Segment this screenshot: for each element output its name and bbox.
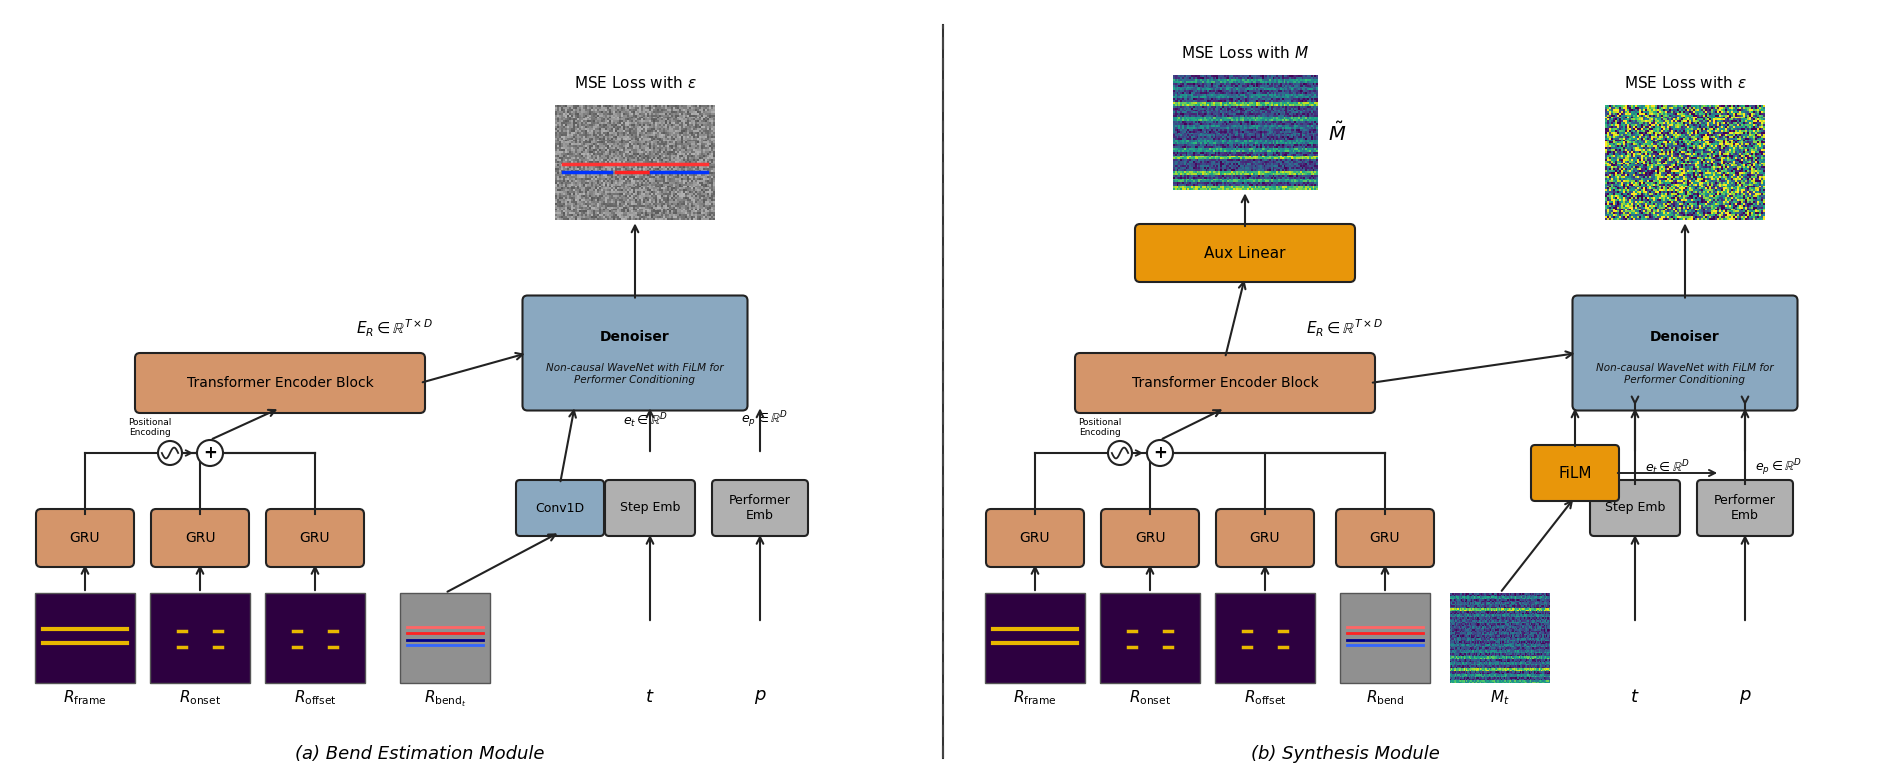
FancyBboxPatch shape [1572, 295, 1798, 410]
Text: Performer
Emb: Performer Emb [1713, 494, 1776, 522]
Text: $M_t$: $M_t$ [1491, 688, 1510, 707]
Text: $e_p \in \mathbb{R}^D$: $e_p \in \mathbb{R}^D$ [742, 410, 789, 430]
Text: $t$: $t$ [1630, 688, 1640, 706]
Text: Non-causal WaveNet with FiLM for
Performer Conditioning: Non-causal WaveNet with FiLM for Perform… [545, 363, 725, 384]
FancyBboxPatch shape [151, 509, 249, 567]
Bar [1100, 593, 1200, 683]
Bar [149, 593, 249, 683]
FancyBboxPatch shape [266, 509, 364, 567]
Text: $e_p \in \mathbb{R}^D$: $e_p \in \mathbb{R}^D$ [1755, 458, 1802, 478]
Text: $e_t \in \mathbb{R}^D$: $e_t \in \mathbb{R}^D$ [623, 411, 668, 430]
FancyBboxPatch shape [36, 509, 134, 567]
FancyBboxPatch shape [1215, 509, 1313, 567]
Text: Conv1D: Conv1D [536, 501, 585, 514]
Text: $R_{\mathrm{bend}_t}$: $R_{\mathrm{bend}_t}$ [423, 688, 466, 709]
Text: $t$: $t$ [645, 688, 655, 706]
Text: GRU: GRU [1249, 531, 1279, 545]
Bar [264, 593, 364, 683]
Text: +: + [204, 444, 217, 462]
Text: Step Emb: Step Emb [619, 501, 679, 514]
Text: GRU: GRU [185, 531, 215, 545]
Text: Aux Linear: Aux Linear [1204, 246, 1285, 261]
Text: Denoiser: Denoiser [1649, 330, 1719, 345]
Text: Transformer Encoder Block: Transformer Encoder Block [1132, 376, 1319, 390]
Text: $R_\mathrm{offset}$: $R_\mathrm{offset}$ [294, 688, 336, 707]
Text: +: + [1153, 444, 1166, 462]
Text: $R_\mathrm{bend}$: $R_\mathrm{bend}$ [1366, 688, 1404, 707]
Bar [1340, 593, 1430, 683]
Text: $R_\mathrm{offset}$: $R_\mathrm{offset}$ [1244, 688, 1287, 707]
Text: $p$: $p$ [753, 688, 766, 706]
Text: GRU: GRU [300, 531, 330, 545]
Text: $E_R \in \mathbb{R}^{T \times D}$: $E_R \in \mathbb{R}^{T \times D}$ [357, 317, 434, 339]
Text: MSE Loss with $M$: MSE Loss with $M$ [1181, 45, 1310, 60]
Text: Transformer Encoder Block: Transformer Encoder Block [187, 376, 374, 390]
FancyBboxPatch shape [1100, 509, 1198, 567]
FancyBboxPatch shape [1591, 480, 1679, 536]
Text: $\tilde{M}$: $\tilde{M}$ [1327, 121, 1345, 145]
Text: $e_t \in \mathbb{R}^D$: $e_t \in \mathbb{R}^D$ [1645, 459, 1691, 478]
Circle shape [1108, 441, 1132, 465]
FancyBboxPatch shape [1530, 445, 1619, 501]
Text: (b) Synthesis Module: (b) Synthesis Module [1251, 745, 1440, 763]
Text: Denoiser: Denoiser [600, 330, 670, 345]
Text: Non-causal WaveNet with FiLM for
Performer Conditioning: Non-causal WaveNet with FiLM for Perform… [1596, 363, 1774, 384]
FancyBboxPatch shape [711, 480, 808, 536]
Text: Performer
Emb: Performer Emb [728, 494, 791, 522]
FancyBboxPatch shape [1076, 353, 1376, 413]
Text: (a) Bend Estimation Module: (a) Bend Estimation Module [294, 745, 545, 763]
Text: $E_R \in \mathbb{R}^{T \times D}$: $E_R \in \mathbb{R}^{T \times D}$ [1306, 317, 1383, 339]
Text: Step Emb: Step Emb [1604, 501, 1664, 514]
FancyBboxPatch shape [1336, 509, 1434, 567]
Text: MSE Loss with $\epsilon$: MSE Loss with $\epsilon$ [1623, 74, 1745, 91]
Text: $R_\mathrm{frame}$: $R_\mathrm{frame}$ [1013, 688, 1057, 707]
Bar [400, 593, 491, 683]
FancyBboxPatch shape [523, 295, 747, 410]
FancyBboxPatch shape [136, 353, 425, 413]
Text: FiLM: FiLM [1559, 466, 1593, 481]
FancyBboxPatch shape [1696, 480, 1793, 536]
Circle shape [159, 441, 181, 465]
Text: Positional
Encoding: Positional Encoding [128, 417, 172, 437]
Text: $p$: $p$ [1738, 688, 1751, 706]
Text: GRU: GRU [1370, 531, 1400, 545]
FancyBboxPatch shape [606, 480, 694, 536]
Text: $R_\mathrm{frame}$: $R_\mathrm{frame}$ [62, 688, 108, 707]
FancyBboxPatch shape [987, 509, 1083, 567]
Bar [1215, 593, 1315, 683]
FancyBboxPatch shape [1134, 224, 1355, 282]
Text: MSE Loss with $\epsilon$: MSE Loss with $\epsilon$ [574, 74, 696, 91]
Bar [985, 593, 1085, 683]
Text: GRU: GRU [70, 531, 100, 545]
Circle shape [196, 440, 223, 466]
Circle shape [1147, 440, 1174, 466]
Text: $R_\mathrm{onset}$: $R_\mathrm{onset}$ [1128, 688, 1172, 707]
Text: Positional
Encoding: Positional Encoding [1077, 417, 1121, 437]
FancyBboxPatch shape [515, 480, 604, 536]
Text: GRU: GRU [1134, 531, 1166, 545]
Text: $R_\mathrm{onset}$: $R_\mathrm{onset}$ [179, 688, 221, 707]
Text: GRU: GRU [1019, 531, 1051, 545]
Bar [36, 593, 136, 683]
